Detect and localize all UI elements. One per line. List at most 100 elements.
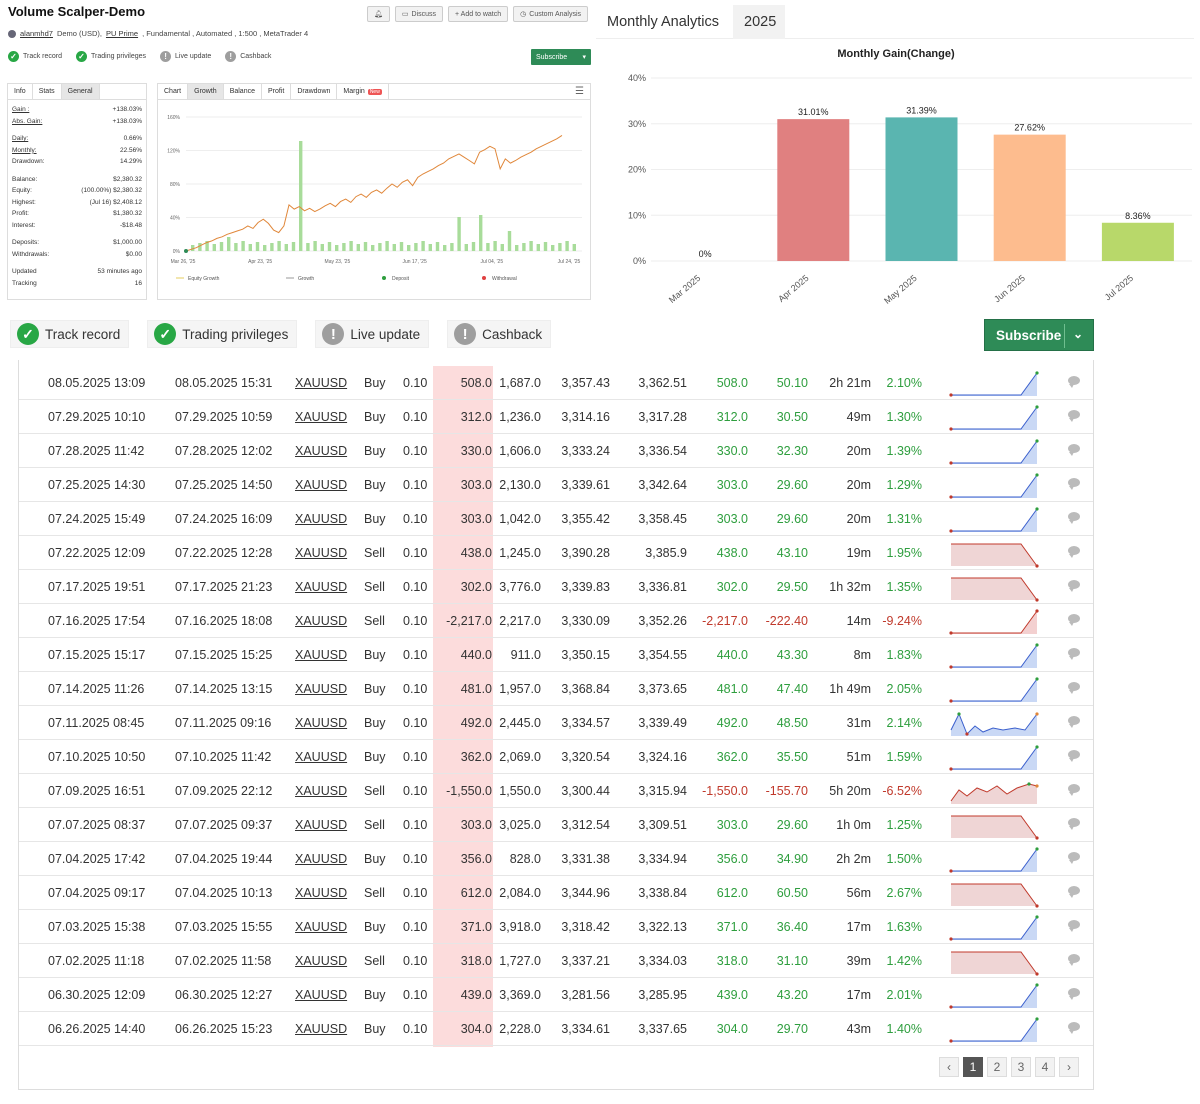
comment-icon[interactable] [1068, 1022, 1080, 1034]
add-to-watch-button[interactable]: + Add to watch [448, 6, 509, 22]
close-price: 3,285.95 [638, 988, 687, 1002]
symbol-link[interactable]: XAUUSD [295, 886, 348, 900]
avatar[interactable] [8, 29, 16, 38]
symbol-link[interactable]: XAUUSD [295, 852, 348, 866]
comment-icon[interactable] [1068, 852, 1080, 864]
symbol-link[interactable]: XAUUSD [295, 580, 348, 594]
symbol-link[interactable]: XAUUSD [295, 784, 348, 798]
table-row: 07.09.2025 16:51 07.09.2025 22:12 XAUUSD Se… [19, 774, 1093, 808]
gain: -9.24% [882, 614, 922, 628]
live-update-badge[interactable]: ! Live update [160, 51, 211, 62]
tab-info[interactable]: Info [8, 84, 33, 99]
symbol-link[interactable]: XAUUSD [295, 1022, 348, 1036]
symbol-link[interactable]: XAUUSD [295, 682, 348, 696]
symbol-link[interactable]: XAUUSD [295, 716, 348, 730]
tab-drawdown[interactable]: Drawdown [291, 84, 338, 99]
broker-link[interactable]: PU Prime [105, 29, 139, 38]
comment-icon[interactable] [1068, 512, 1080, 524]
cashback-badge-large[interactable]: ! Cashback [447, 320, 552, 348]
comment-icon[interactable] [1068, 648, 1080, 660]
table-row: 07.02.2025 11:18 07.02.2025 11:58 XAUUSD Se… [19, 944, 1093, 978]
spark-end [1035, 847, 1039, 851]
trade-sparkline [951, 815, 1039, 840]
close-time: 07.09.2025 22:12 [175, 784, 273, 798]
subscribe-button-small[interactable]: Subscribe ▾ [531, 49, 591, 65]
track-record-badge-large[interactable]: ✓ Track record [10, 320, 130, 348]
comment-icon[interactable] [1068, 376, 1080, 388]
comment-icon[interactable] [1068, 546, 1080, 558]
comment-icon[interactable] [1068, 410, 1080, 422]
comment-icon[interactable] [1068, 818, 1080, 830]
live-update-badge-large[interactable]: ! Live update [315, 320, 430, 348]
spark-line [951, 577, 1038, 601]
sl-value: -2,217.0 [446, 614, 492, 628]
symbol-link[interactable]: XAUUSD [295, 546, 348, 560]
table-row: 07.10.2025 10:50 07.10.2025 11:42 XAUUSD Bu… [19, 740, 1093, 774]
comment-icon[interactable] [1068, 716, 1080, 728]
symbol-link[interactable]: XAUUSD [295, 954, 348, 968]
symbol-link[interactable]: XAUUSD [295, 410, 348, 424]
discuss-button[interactable]: ▭ Discuss [394, 6, 444, 22]
spark-area [951, 884, 1037, 906]
tab-stats[interactable]: Stats [33, 84, 62, 99]
custom-analysis-button[interactable]: ◷ Custom Analysis [513, 6, 589, 22]
action: Buy [364, 478, 386, 492]
track-record-badge[interactable]: ✓ Track record [8, 51, 62, 62]
symbol-link[interactable]: XAUUSD [295, 920, 348, 934]
comment-icon[interactable] [1068, 988, 1080, 1000]
trading-privileges-badge[interactable]: ✓ Trading privileges [76, 51, 146, 62]
prev-page-button[interactable]: ‹ [939, 1057, 959, 1077]
comment-icon[interactable] [1068, 954, 1080, 966]
tab-general[interactable]: General [61, 84, 100, 99]
tab-monthly-analytics[interactable]: Monthly Analytics [607, 14, 720, 30]
y-tick-label: 40% [170, 216, 181, 222]
sl-value: 508.0 [460, 376, 492, 390]
symbol-link[interactable]: XAUUSD [295, 512, 348, 526]
comment-icon[interactable] [1068, 444, 1080, 456]
tab-year[interactable]: 2025 [733, 5, 785, 39]
page-2-button[interactable]: 2 [987, 1057, 1007, 1077]
chevron-down-icon[interactable]: ⌄ [1073, 327, 1084, 341]
symbol-link[interactable]: XAUUSD [295, 376, 348, 390]
symbol-link[interactable]: XAUUSD [295, 750, 348, 764]
comment-icon[interactable] [1068, 614, 1080, 626]
symbol-link[interactable]: XAUUSD [295, 614, 348, 628]
user-link[interactable]: alanmhd7 [20, 29, 53, 38]
next-page-button[interactable]: › [1059, 1057, 1079, 1077]
tab-margin[interactable]: Margin New [337, 84, 389, 99]
duration: 1h 0m [836, 818, 871, 832]
comment-icon[interactable] [1068, 784, 1080, 796]
trading-privileges-badge-large[interactable]: ✓ Trading privileges [147, 320, 298, 348]
page-3-button[interactable]: 3 [1011, 1057, 1031, 1077]
tab-growth[interactable]: Growth [188, 84, 224, 99]
comment-icon[interactable] [1068, 920, 1080, 932]
symbol-link[interactable]: XAUUSD [295, 818, 348, 832]
settings-icon[interactable]: ☰ [575, 86, 584, 97]
pips: 312.0 [716, 410, 748, 424]
deposit-bar [507, 231, 512, 251]
cashback-badge[interactable]: ! Cashback [225, 51, 271, 62]
comment-icon[interactable] [1068, 750, 1080, 762]
comment-icon[interactable] [1068, 478, 1080, 490]
info-value: -$18.48 [119, 221, 142, 229]
notify-button[interactable]: 🔔︎ [367, 6, 390, 22]
tab-chart[interactable]: Chart [158, 84, 189, 99]
symbol-link[interactable]: XAUUSD [295, 988, 348, 1002]
lots: 0.10 [403, 784, 428, 798]
comment-icon[interactable] [1068, 886, 1080, 898]
symbol-link[interactable]: XAUUSD [295, 444, 348, 458]
page-4-button[interactable]: 4 [1035, 1057, 1055, 1077]
tp-value: 2,217.0 [499, 614, 541, 628]
lots: 0.10 [403, 818, 428, 832]
tab-balance[interactable]: Balance [224, 84, 262, 99]
symbol-link[interactable]: XAUUSD [295, 478, 348, 492]
subscribe-button[interactable]: Subscribe ⌄ [984, 319, 1094, 351]
action: Buy [364, 920, 386, 934]
tab-profit[interactable]: Profit [262, 84, 292, 99]
gain: -6.52% [882, 784, 922, 798]
page-1-button[interactable]: 1 [963, 1057, 983, 1077]
symbol-link[interactable]: XAUUSD [295, 648, 348, 662]
comment-icon[interactable] [1068, 580, 1080, 592]
comment-icon[interactable] [1068, 682, 1080, 694]
pips: 303.0 [716, 512, 748, 526]
